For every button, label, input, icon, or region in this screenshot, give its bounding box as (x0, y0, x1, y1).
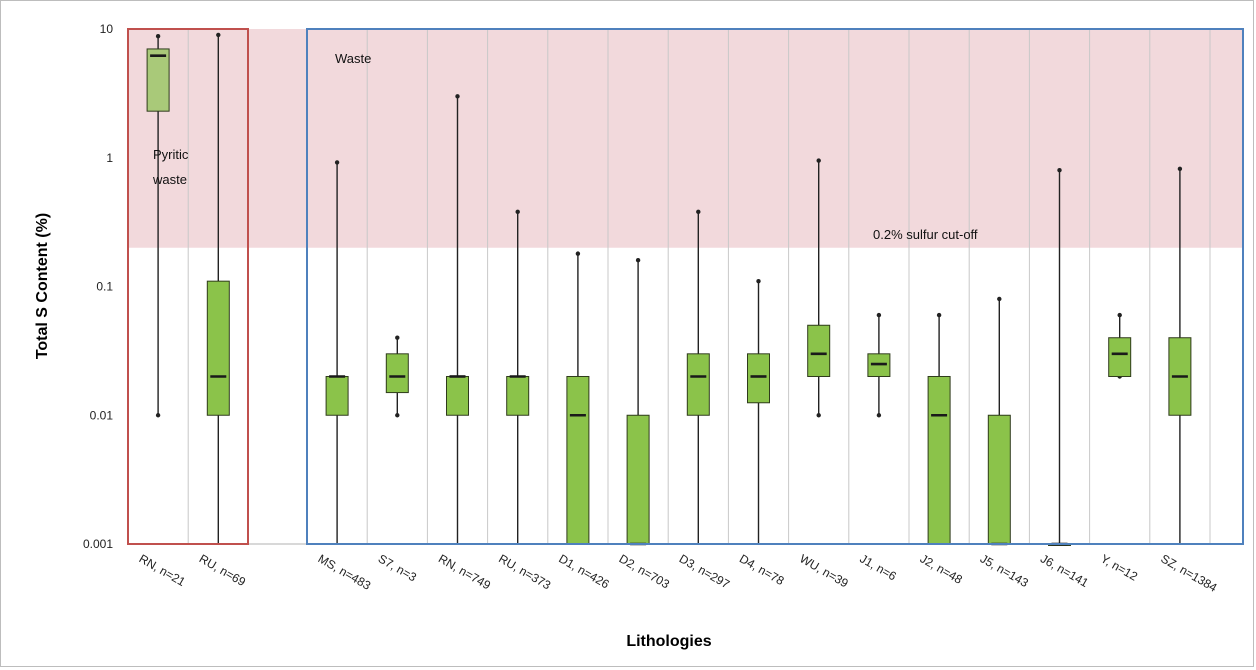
box-3 (385, 335, 409, 418)
box-0 (146, 33, 170, 418)
whisker-min-marker (155, 413, 161, 418)
category-label: J6, n=141 (1038, 551, 1091, 590)
cutoff-annotation: 0.2% sulfur cut-off (873, 227, 978, 242)
y-tick-label: 1 (106, 151, 113, 165)
box-13 (987, 296, 1011, 546)
whisker-max-marker (997, 296, 1002, 302)
iqr-box (385, 353, 409, 394)
whisker-max-marker (515, 209, 520, 215)
iqr-box (987, 414, 1011, 545)
box-11 (867, 312, 891, 418)
box-16 (1168, 166, 1192, 544)
iqr-box (747, 353, 770, 404)
iqr-box (807, 324, 831, 377)
category-label: J1, n=6 (857, 551, 899, 583)
category-label: MS, n=483 (316, 551, 374, 592)
box-7 (626, 258, 650, 546)
x-axis-label: Lithologies (626, 633, 711, 650)
box-9 (747, 278, 770, 544)
whisker-max-marker (756, 278, 761, 284)
box-6 (566, 251, 590, 545)
y-axis-label: Total S Content (%) (34, 213, 51, 359)
box-15 (1108, 312, 1132, 379)
iqr-box (206, 280, 230, 416)
pyritic-group-frame (127, 28, 249, 545)
category-label: D1, n=426 (556, 551, 612, 591)
category-label: RU, n=69 (197, 551, 248, 589)
iqr-box (686, 353, 710, 416)
whisker-max-marker (334, 160, 340, 165)
category-label: RN, n=21 (137, 551, 188, 589)
whisker-max-marker (216, 32, 221, 38)
category-label: RU, n=373 (496, 551, 553, 592)
whisker-min-marker (876, 413, 882, 418)
waste-band (128, 29, 1243, 248)
whisker-max-marker (395, 335, 400, 340)
box-1 (206, 32, 230, 544)
waste-annotation: Waste (335, 51, 371, 66)
box-10 (807, 158, 831, 418)
iqr-box (325, 375, 349, 416)
whisker-max-marker (1177, 166, 1183, 172)
whisker-max-marker (155, 33, 161, 39)
box-8 (686, 209, 710, 544)
pyritic-annotation-line1: Pyritic (153, 147, 189, 162)
category-label: Y, n=12 (1098, 551, 1140, 583)
whisker-max-marker (816, 158, 821, 163)
box-5 (506, 209, 530, 544)
y-tick-label: 0.1 (96, 280, 113, 294)
pyritic-annotation-line2: waste (152, 172, 187, 187)
category-label: RN, n=749 (436, 551, 493, 592)
box-2 (325, 160, 349, 544)
iqr-box (626, 414, 650, 545)
iqr-box (146, 48, 170, 112)
whisker-max-marker (936, 312, 942, 318)
y-tick-label: 0.01 (90, 408, 114, 422)
whisker-max-marker (1057, 168, 1062, 173)
whisker-max-marker (1117, 312, 1122, 318)
iqr-box (566, 375, 590, 545)
iqr-box (927, 375, 951, 545)
whisker-min-marker (816, 413, 821, 418)
y-tick-label: 10 (100, 22, 114, 36)
category-label: D2, n=703 (617, 551, 673, 591)
category-label: D3, n=297 (677, 551, 733, 591)
category-label: J5, n=143 (978, 551, 1031, 590)
iqr-box (506, 375, 530, 416)
category-label: D4, n=78 (737, 551, 787, 588)
category-label: SZ, n=1384 (1158, 551, 1219, 594)
box-12 (927, 312, 951, 545)
whisker-max-marker (696, 209, 701, 215)
category-label: J2, n=48 (918, 551, 965, 586)
iqr-box (1108, 337, 1132, 377)
whisker-max-marker (635, 258, 641, 263)
category-label: S7, n=3 (376, 551, 419, 584)
whisker-max-marker (455, 94, 460, 99)
y-tick-label: 0.001 (83, 537, 113, 551)
iqr-box (446, 375, 469, 416)
whisker-min-marker (395, 413, 400, 418)
whisker-max-marker (876, 312, 882, 318)
category-label: WU, n=39 (797, 551, 851, 590)
box-4 (446, 94, 469, 544)
waste-group-frame (306, 28, 1244, 545)
whisker-max-marker (575, 251, 581, 256)
